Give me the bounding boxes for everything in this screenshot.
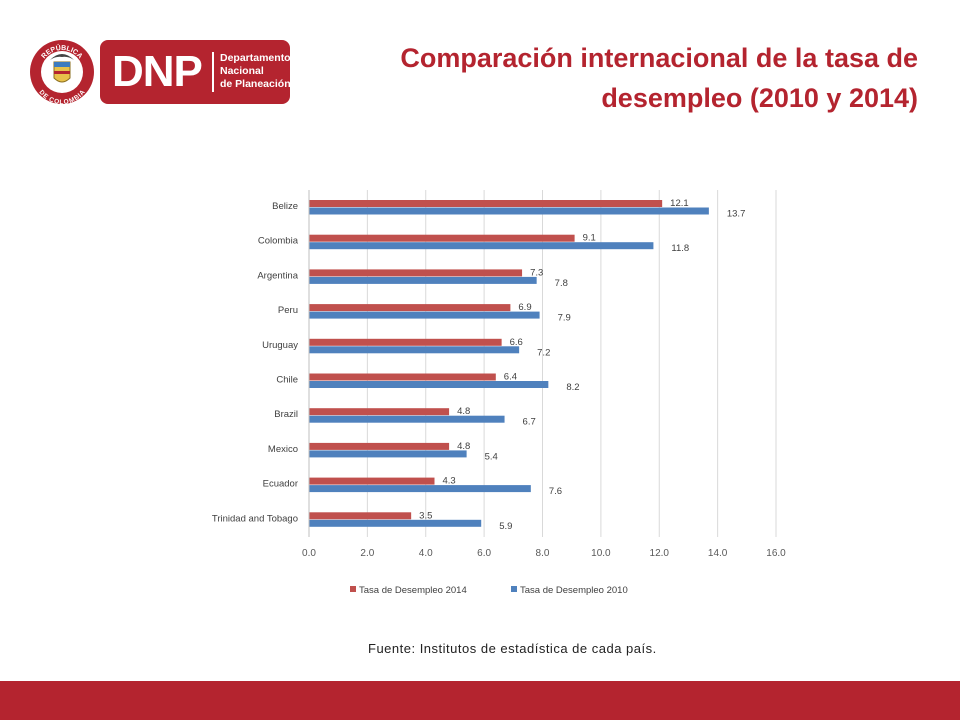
bar-2010 bbox=[309, 311, 540, 319]
category-label: Brazil bbox=[274, 409, 298, 420]
bar-2010 bbox=[309, 242, 654, 250]
bar-2014 bbox=[309, 234, 575, 242]
bar-2010 bbox=[309, 207, 709, 215]
data-label: 6.4 bbox=[504, 372, 517, 383]
source-note: Fuente: Institutos de estadística de cad… bbox=[368, 641, 657, 656]
bar-2014 bbox=[309, 373, 496, 381]
logo-name-line: Nacional bbox=[220, 65, 264, 77]
logo-name-line: de Planeación bbox=[220, 78, 291, 90]
unemployment-bar-chart: 0.0 2.0 4.0 6.0 8.0 10.0 12.0 14.0 16.0 Belize 12.… bbox=[212, 190, 786, 596]
x-tick-label: 6.0 bbox=[477, 548, 491, 559]
page-title: Comparación internacional de la tasa de … bbox=[318, 38, 918, 118]
footer-bar bbox=[0, 681, 960, 720]
bar-2010 bbox=[309, 346, 520, 354]
category-label: Belize bbox=[272, 201, 298, 212]
bar-2014 bbox=[309, 442, 450, 450]
bar-2014 bbox=[309, 477, 435, 485]
data-label: 12.1 bbox=[670, 198, 689, 209]
x-tick-label: 16.0 bbox=[766, 548, 786, 559]
bar-2010 bbox=[309, 276, 537, 284]
bar-2014 bbox=[309, 338, 502, 346]
legend-label: Tasa de Desempleo 2010 bbox=[520, 585, 628, 596]
category-label: Chile bbox=[276, 375, 298, 386]
legend-swatch bbox=[350, 586, 356, 592]
data-label: 5.4 bbox=[485, 451, 498, 462]
data-label: 13.7 bbox=[727, 209, 746, 220]
data-label: 5.9 bbox=[499, 521, 512, 532]
x-tick-label: 8.0 bbox=[536, 548, 550, 559]
data-label: 4.3 bbox=[443, 476, 456, 487]
logo-name-line: Departamento bbox=[220, 52, 291, 64]
dnp-brand-box: DNP Departamento Nacional de Planeación bbox=[100, 40, 291, 104]
bar-2014 bbox=[309, 304, 511, 312]
logo-name: Departamento Nacional de Planeación bbox=[220, 52, 291, 91]
data-label: 7.2 bbox=[537, 347, 550, 358]
logo-divider bbox=[212, 52, 214, 92]
category-label: Argentina bbox=[257, 270, 298, 281]
x-tick-label: 10.0 bbox=[591, 548, 611, 559]
data-label: 8.2 bbox=[566, 382, 579, 393]
data-label: 7.3 bbox=[530, 267, 543, 278]
category-label: Peru bbox=[278, 305, 298, 316]
x-tick-label: 0.0 bbox=[302, 548, 316, 559]
title-line-1: Comparación internacional de la tasa de bbox=[400, 43, 918, 73]
data-label: 7.9 bbox=[558, 313, 571, 324]
category-label: Trinidad and Tobago bbox=[212, 513, 298, 524]
bar-2010 bbox=[309, 485, 531, 493]
bar-2010 bbox=[309, 415, 505, 423]
x-tick-label: 14.0 bbox=[708, 548, 728, 559]
logo-letters: DNP bbox=[112, 47, 203, 96]
colombia-seal-icon: REPÚBLICA DE COLOMBIA bbox=[30, 40, 94, 106]
data-label: 6.9 bbox=[518, 302, 531, 313]
x-tick-label: 2.0 bbox=[360, 548, 374, 559]
dnp-logo: REPÚBLICA DE COLOMBIA DNP Departamento N… bbox=[28, 38, 291, 106]
bar-2010 bbox=[309, 450, 467, 458]
data-label: 4.8 bbox=[457, 441, 470, 452]
bar-2010 bbox=[309, 519, 482, 527]
data-label: 7.6 bbox=[549, 486, 562, 497]
category-label: Mexico bbox=[268, 444, 298, 455]
data-label: 7.8 bbox=[555, 278, 568, 289]
bar-2014 bbox=[309, 200, 663, 207]
data-label: 6.7 bbox=[523, 417, 536, 428]
category-label: Uruguay bbox=[262, 340, 298, 351]
x-tick-label: 4.0 bbox=[419, 548, 433, 559]
data-label: 6.6 bbox=[510, 337, 523, 348]
x-tick-label: 12.0 bbox=[650, 548, 670, 559]
category-label: Colombia bbox=[258, 236, 299, 247]
title-line-2: desempleo (2010 y 2014) bbox=[601, 83, 918, 113]
data-label: 11.8 bbox=[671, 243, 689, 254]
data-label: 3.5 bbox=[419, 510, 432, 521]
legend-swatch bbox=[511, 586, 517, 592]
bar-2014 bbox=[309, 408, 450, 416]
bar-2014 bbox=[309, 269, 523, 277]
bar-2014 bbox=[309, 512, 412, 520]
legend-label: Tasa de Desempleo 2014 bbox=[359, 585, 467, 596]
data-label: 4.8 bbox=[457, 406, 470, 417]
bar-2010 bbox=[309, 381, 549, 388]
data-label: 9.1 bbox=[583, 233, 596, 244]
category-label: Ecuador bbox=[263, 479, 298, 490]
